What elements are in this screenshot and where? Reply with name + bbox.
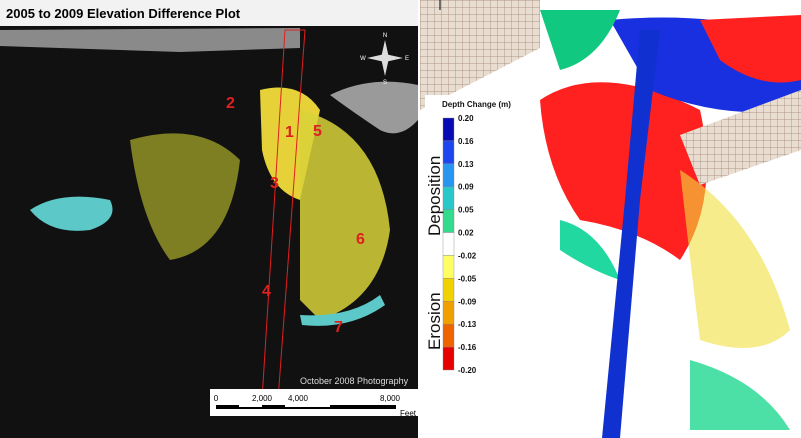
compass: N S E W (360, 33, 409, 86)
jetty-south (680, 90, 801, 185)
deposition-area (540, 10, 620, 70)
legend-value: -0.20 (458, 366, 477, 375)
legend-value: 0.20 (458, 114, 474, 123)
legend-swatch (442, 117, 455, 142)
right-map: Depth Change (m) 0.20 0.16 0.13 0.09 0.05 0.0… (420, 0, 801, 438)
erosion-area (680, 170, 790, 348)
shoal (30, 196, 113, 231)
legend-value: 0.16 (458, 137, 474, 146)
channel (602, 30, 660, 438)
erosion-area (700, 15, 801, 83)
scale-box (210, 389, 418, 416)
legend-deposition: Deposition (425, 156, 444, 236)
legend-swatch (442, 209, 455, 233)
legend-value: -0.13 (458, 320, 477, 329)
compass-s: S (383, 80, 387, 86)
legend-value: -0.02 (458, 251, 477, 260)
shoal (130, 133, 240, 260)
legend-title: Depth Change (m) (442, 100, 511, 109)
scale-bar-segment (239, 405, 262, 407)
legend-swatch (442, 346, 455, 371)
erosion-area (540, 82, 707, 260)
site-label: 2 (226, 95, 235, 112)
shoal (300, 110, 390, 320)
island (330, 81, 418, 134)
legend-value: -0.09 (458, 297, 477, 306)
compass-e: E (405, 56, 409, 62)
photo-credit: October 2008 Photography (300, 376, 409, 386)
legend-value: 0.13 (458, 160, 474, 169)
compass-w: W (360, 56, 366, 62)
compass-n: N (383, 33, 387, 39)
shoreline (0, 28, 300, 52)
legend-swatch (442, 163, 455, 187)
scale-tick-label: 2,000 (252, 394, 273, 403)
jetty-north (420, 0, 540, 110)
site-label: 5 (313, 123, 322, 140)
legend-swatch (442, 255, 455, 279)
deposition-area (690, 360, 790, 430)
legend-swatch (442, 140, 455, 165)
scale-bar-segment (285, 405, 330, 407)
deposition-area (560, 220, 620, 280)
site-label: 1 (285, 124, 294, 141)
legend-erosion: Erosion (425, 292, 444, 350)
legend-swatch (442, 301, 455, 325)
legend-value: -0.05 (458, 274, 477, 283)
scale-tick-label: 4,000 (288, 394, 309, 403)
overlay: 1 2 3 4 5 6 7 0 2,000 4,000 8,000 Feet (214, 95, 417, 418)
legend-swatches: 0.20 0.16 0.13 0.09 0.05 0.02 -0.02 -0.05 -0.09 -… (442, 114, 477, 375)
legend-swatch (442, 232, 455, 256)
scale-tick-label: 0 (214, 394, 219, 403)
scale-unit: Feet (400, 409, 417, 418)
left-map: N S E W 2005 to 2009 Elevation Differenc… (0, 0, 418, 438)
legend-value: 0.05 (458, 206, 474, 215)
site-label: 7 (334, 319, 343, 336)
site-label: 4 (262, 283, 271, 300)
shoal-edge (300, 295, 385, 326)
legend-value: 0.02 (458, 229, 474, 238)
site-label: 3 (270, 175, 279, 192)
legend-swatch (442, 278, 455, 302)
legend-value: -0.16 (458, 343, 477, 352)
legend-box (425, 95, 493, 380)
title: 2005 to 2009 Elevation Difference Plot (6, 6, 241, 21)
legend-value: 0.09 (458, 183, 474, 192)
legend-swatch (442, 186, 455, 210)
scale-tick-label: 8,000 (380, 394, 401, 403)
legend-swatch (442, 323, 455, 348)
site-label: 6 (356, 231, 365, 248)
title-strip (0, 0, 418, 26)
